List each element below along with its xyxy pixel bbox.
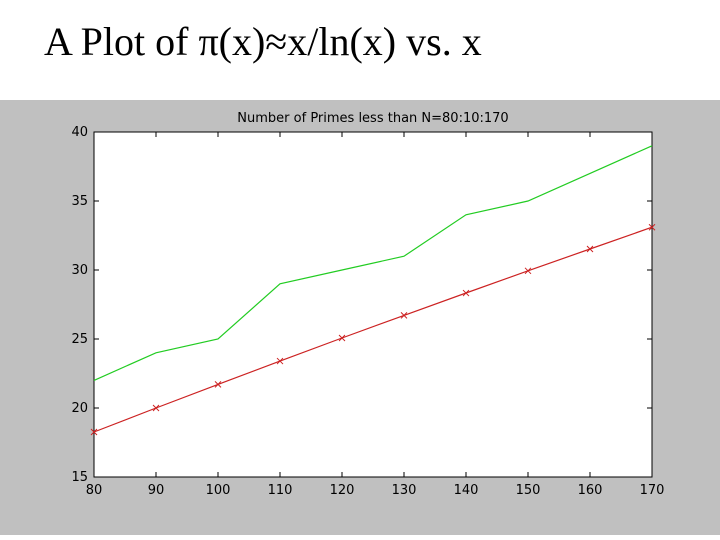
x-tick-label: 140 bbox=[454, 483, 479, 498]
x-tick-label: 80 bbox=[86, 483, 103, 498]
chart-figure: Number of Primes less than N=80:10:170 8… bbox=[0, 100, 720, 535]
y-tick-label: 30 bbox=[71, 263, 88, 278]
axis-ticks: 80 90 100 110 120 130 140 150 160 170 15 20 25 30 35 40 bbox=[71, 125, 664, 498]
plot-area bbox=[93, 131, 653, 478]
data-point-x-over-lnx bbox=[462, 289, 470, 297]
x-tick-label: 90 bbox=[148, 483, 165, 498]
y-tick-label: 15 bbox=[71, 470, 88, 485]
data-point-x-over-lnx bbox=[338, 334, 346, 342]
x-tick-label: 160 bbox=[578, 483, 603, 498]
data-point-x-over-lnx bbox=[214, 381, 222, 388]
y-tick-label: 35 bbox=[71, 194, 88, 209]
y-tick-label: 20 bbox=[71, 401, 88, 416]
y-tick-label: 40 bbox=[71, 125, 88, 140]
series-lines bbox=[90, 145, 656, 436]
x-tick-label: 130 bbox=[392, 483, 417, 498]
data-point-x-over-lnx bbox=[90, 428, 98, 436]
data-point-x-over-lnx bbox=[586, 245, 594, 253]
x-tick-label: 110 bbox=[268, 483, 293, 498]
data-point-x-over-lnx bbox=[152, 404, 160, 412]
x-tick-label: 150 bbox=[516, 483, 541, 498]
x-tick-label: 120 bbox=[330, 483, 355, 498]
y-tick-label: 25 bbox=[71, 332, 88, 347]
slide-title: A Plot of π(x)≈x/ln(x) vs. x bbox=[44, 19, 482, 64]
data-point-x-over-lnx bbox=[400, 312, 408, 319]
x-tick-label: 170 bbox=[640, 483, 665, 498]
data-point-x-over-lnx bbox=[524, 267, 532, 275]
data-point-x-over-lnx bbox=[648, 223, 656, 231]
series-line-x-over-lnx bbox=[93, 226, 653, 433]
data-point-x-over-lnx bbox=[276, 357, 284, 365]
series-line-prime-count bbox=[93, 145, 653, 381]
x-tick-label: 100 bbox=[206, 483, 231, 498]
chart-title: Number of Primes less than N=80:10:170 bbox=[237, 111, 508, 126]
